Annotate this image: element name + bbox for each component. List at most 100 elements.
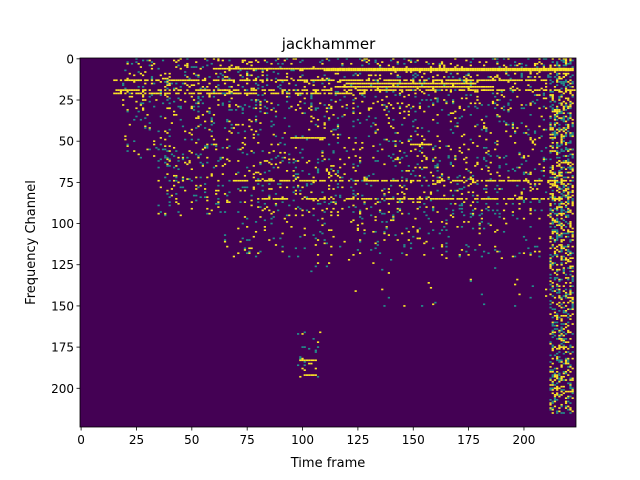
heatmap-cell-3900 <box>301 92 304 95</box>
heatmap-cell-658 <box>474 105 477 108</box>
heatmap-cell-956 <box>237 132 240 134</box>
heatmap-cell-1200 <box>465 156 468 159</box>
heatmap-cell-3916 <box>347 92 351 95</box>
heatmap-cell-34 <box>142 94 145 96</box>
heatmap-cell-3970 <box>308 179 311 182</box>
heatmap-cell-1008 <box>279 151 282 154</box>
heatmap-cell-1284 <box>540 135 543 138</box>
heatmap-cell-521 <box>409 59 413 62</box>
heatmap-cell-1712 <box>401 176 404 179</box>
heatmap-cell-2263 <box>514 305 517 307</box>
heatmap-cell-2150 <box>440 254 444 256</box>
heatmap-cell-3494 <box>303 79 306 82</box>
heatmap-cell-3517 <box>365 79 368 82</box>
heatmap-cell-2172 <box>471 227 475 230</box>
heatmap-cell-2694 <box>560 117 563 119</box>
heatmap-cell-2896 <box>564 249 568 251</box>
heatmap-cell-3379 <box>447 69 450 72</box>
x-tick-label: 125 <box>346 433 369 447</box>
heatmap-cell-953 <box>235 109 238 111</box>
heatmap-cell-3825 <box>514 89 517 91</box>
heatmap-cell-2158 <box>447 235 450 238</box>
heatmap-cell-2630 <box>558 170 561 172</box>
heatmap-cell-2184 <box>487 222 490 225</box>
heatmap-cell-4117 <box>489 198 492 200</box>
heatmap-cell-3251 <box>414 67 417 70</box>
heatmap-cell-1818 <box>460 211 464 213</box>
heatmap-cell-3324 <box>325 69 328 72</box>
heatmap-cell-378 <box>330 87 333 90</box>
heatmap-cell-1478 <box>261 189 264 192</box>
heatmap-cell-3730 <box>186 89 189 91</box>
heatmap-cell-2407 <box>551 219 554 222</box>
heatmap-cell-3926 <box>301 137 304 139</box>
heatmap-cell-886 <box>181 125 185 128</box>
heatmap-cell-2129 <box>412 226 415 228</box>
y-tick-label: 75 <box>59 176 74 190</box>
heatmap-cell-3110 <box>571 186 574 189</box>
heatmap-cell-3362 <box>409 69 413 72</box>
heatmap-cell-2023 <box>248 252 251 255</box>
heatmap-cell-2066 <box>321 232 324 235</box>
heatmap-cell-201 <box>228 100 231 103</box>
heatmap-cell-1731 <box>414 166 417 169</box>
heatmap-cell-2780 <box>562 107 565 110</box>
heatmap-cell-3398 <box>489 69 492 72</box>
heatmap-cell-4088 <box>403 198 406 200</box>
heatmap-cell-995 <box>270 120 273 123</box>
heatmap-cell-1340 <box>168 179 171 182</box>
heatmap-cell-892 <box>188 150 191 152</box>
heatmap-cell-2343 <box>549 258 552 261</box>
heatmap-cell-3894 <box>281 92 284 95</box>
heatmap-cell-3702 <box>476 86 479 88</box>
heatmap-cell-3262 <box>438 67 441 70</box>
heatmap-cell-3030 <box>569 165 572 167</box>
heatmap-cell-3594 <box>378 82 382 85</box>
heatmap-cell-4136 <box>556 198 559 200</box>
heatmap-cell-2743 <box>560 314 563 317</box>
heatmap-cell-3999 <box>405 179 408 182</box>
plot-frame <box>79 57 577 428</box>
heatmap-cell-879 <box>173 110 176 113</box>
heatmap-cell-3128 <box>571 265 574 268</box>
heatmap-cell-3058 <box>569 293 572 296</box>
heatmap-cell-3180 <box>257 67 260 70</box>
heatmap-cell-2812 <box>562 239 565 241</box>
heatmap-cell-2468 <box>553 130 557 133</box>
heatmap-cell-1325 <box>159 211 162 213</box>
heatmap-cell-721 <box>511 90 514 93</box>
heatmap-cell-1037 <box>316 125 320 128</box>
heatmap-cell-1492 <box>268 196 271 199</box>
heatmap-cell-897 <box>190 151 193 154</box>
heatmap-cell-993 <box>268 151 271 154</box>
heatmap-cell-1021 <box>299 151 302 154</box>
heatmap-cell-3191 <box>281 67 284 70</box>
heatmap-cell-3563 <box>505 79 508 82</box>
heatmap-cell-1079 <box>354 142 357 144</box>
heatmap-cell-19 <box>135 61 138 63</box>
heatmap-cell-3690 <box>449 86 452 88</box>
heatmap-cell-3860 <box>166 92 169 95</box>
heatmap-cell-3786 <box>385 89 388 91</box>
heatmap-cell-1052 <box>330 130 333 133</box>
heatmap-cell-2012 <box>241 237 244 240</box>
heatmap-cell-3072 <box>569 377 572 380</box>
heatmap-cell-2620 <box>558 110 561 113</box>
heatmap-cell-2419 <box>551 282 554 284</box>
heatmap-cell-4110 <box>465 198 468 200</box>
heatmap-cell-3075 <box>569 384 572 386</box>
heatmap-cell-1129 <box>403 110 406 113</box>
heatmap-cell-987 <box>259 122 262 124</box>
heatmap-cell-2793 <box>562 150 565 152</box>
heatmap-cell-2945 <box>567 127 570 129</box>
heatmap-cell-2704 <box>560 166 563 169</box>
heatmap-cell-1402 <box>206 176 209 179</box>
heatmap-cell-445 <box>370 74 373 77</box>
heatmap-cell-3834 <box>545 89 548 91</box>
heatmap-cell-1719 <box>403 196 406 199</box>
heatmap-cell-2326 <box>549 183 552 185</box>
heatmap-cell-1935 <box>529 186 532 189</box>
heatmap-cell-1077 <box>352 148 355 151</box>
heatmap-cell-3452 <box>168 79 171 82</box>
heatmap-cell-718 <box>509 89 512 91</box>
